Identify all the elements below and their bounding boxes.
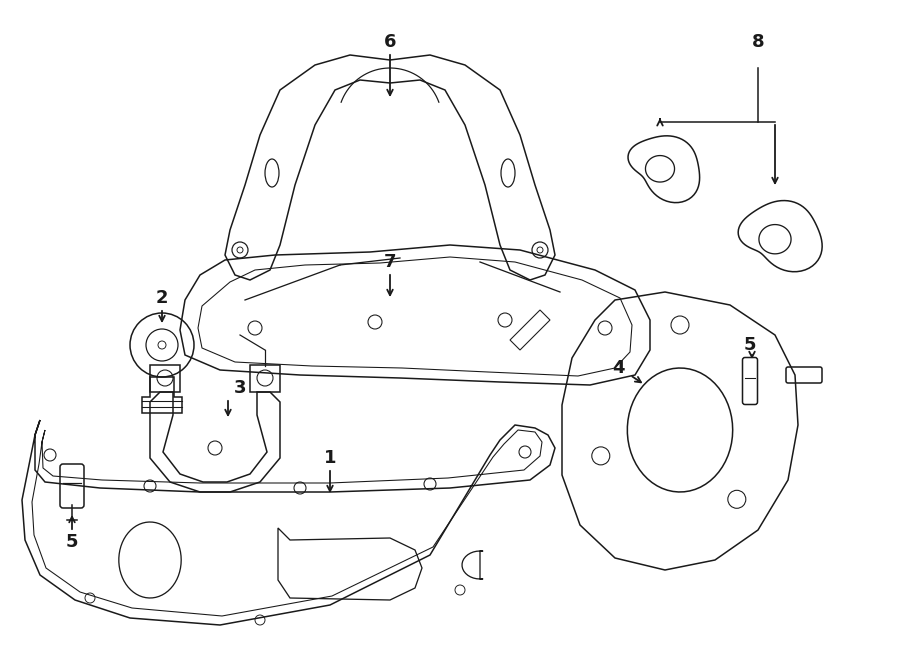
Text: 8: 8 bbox=[752, 33, 764, 51]
Text: 1: 1 bbox=[324, 449, 337, 467]
Text: 2: 2 bbox=[156, 289, 168, 307]
Text: 5: 5 bbox=[743, 336, 756, 354]
Text: 3: 3 bbox=[234, 379, 247, 397]
Text: 5: 5 bbox=[66, 533, 78, 551]
Text: 4: 4 bbox=[612, 359, 625, 377]
Text: 7: 7 bbox=[383, 253, 396, 271]
Text: 6: 6 bbox=[383, 33, 396, 51]
